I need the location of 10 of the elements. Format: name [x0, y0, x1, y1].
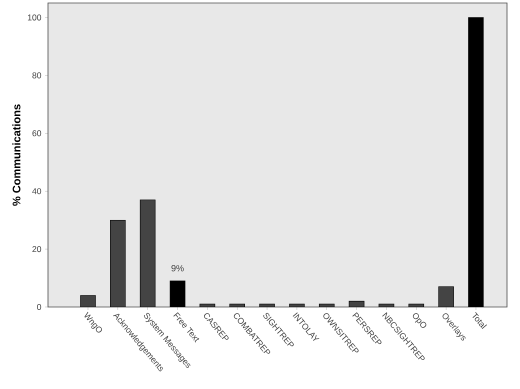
y-axis-title: % Communications — [12, 104, 20, 206]
y-tick-label: 80 — [32, 72, 42, 78]
bar — [468, 17, 484, 307]
bar — [170, 280, 186, 307]
y-tick-label: 100 — [28, 14, 42, 20]
y-tick-label: 60 — [32, 130, 42, 136]
y-tick-label: 0 — [37, 304, 42, 310]
data-label: 9% — [171, 265, 184, 272]
y-tick-label: 20 — [32, 246, 42, 252]
y-tick-label: 40 — [32, 188, 42, 194]
